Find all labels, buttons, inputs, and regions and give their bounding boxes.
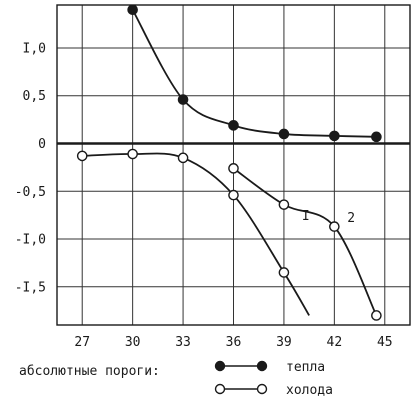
legend-marker-cold-left (214, 383, 226, 395)
series-1-point (76, 150, 88, 162)
x-tick-label: 33 (175, 335, 191, 350)
y-tick-label: 0,5 (23, 89, 46, 104)
grid (57, 5, 410, 325)
y-tick-label: -I,0 (15, 233, 46, 248)
x-tick-label: 45 (377, 335, 393, 350)
series-1-point (278, 267, 290, 278)
curve-label: I (302, 209, 310, 224)
series-line-2 (232, 167, 378, 316)
legend-marker-heat-right (256, 360, 268, 372)
series-line-0 (131, 9, 377, 138)
plot-frame (56, 4, 411, 326)
series-0-point (127, 4, 138, 16)
series-2-point (329, 221, 340, 232)
series-0-point (177, 94, 189, 105)
series-0-point (228, 120, 239, 131)
labels-group: 27 30 33 36 39 42 45 I,0 0,5 0 -0,5 -I,0 -I,5 I 2 (15, 41, 393, 350)
legend: абсолютные пороги: тепла холода (19, 360, 333, 398)
series-0-point (329, 130, 340, 142)
x-tick-label: 27 (74, 335, 90, 350)
series-2-point (228, 163, 239, 174)
legend-label-cold: холода (286, 383, 333, 398)
series-1-point (127, 148, 138, 160)
x-tick-label: 36 (226, 335, 242, 350)
y-tick-label: 0 (38, 137, 46, 152)
series-2-point (371, 310, 382, 321)
series-0-point (278, 128, 290, 140)
series-1-point (177, 152, 189, 164)
series-0-point (371, 131, 382, 143)
legend-marker-heat-left (214, 360, 226, 372)
series-1-point (228, 189, 239, 201)
y-tick-label: -0,5 (15, 185, 46, 200)
curve-label: 2 (347, 211, 355, 226)
x-tick-label: 30 (125, 335, 141, 350)
series-line-1 (82, 152, 310, 316)
legend-marker-cold-right (256, 383, 268, 395)
x-tick-label: 42 (327, 335, 343, 350)
y-tick-label: -I,5 (15, 280, 46, 295)
legend-label-heat: тепла (286, 360, 325, 375)
series-2-point (278, 199, 290, 210)
legend-title: абсолютные пороги: (19, 364, 160, 379)
axes (56, 4, 411, 326)
y-tick-label: I,0 (23, 41, 46, 56)
series-group (76, 4, 382, 321)
x-tick-label: 39 (276, 335, 292, 350)
